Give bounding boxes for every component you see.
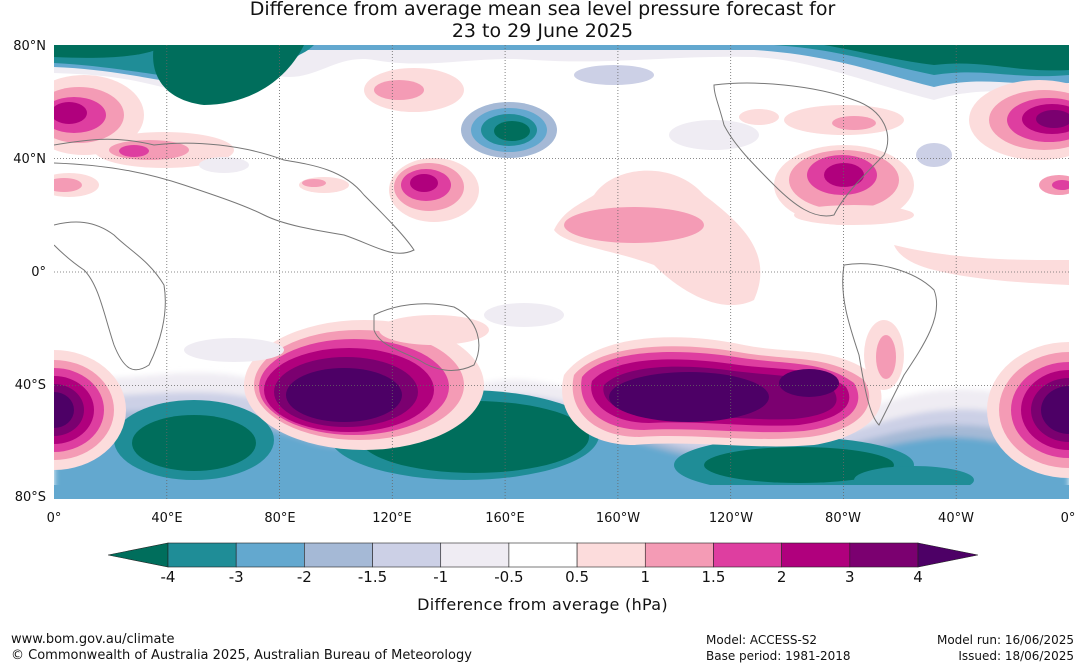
lon-label-0-east: 0° [1060,511,1076,526]
lat-label-40n: 40°N [13,152,46,167]
lon-label-40e: 40°E [151,511,183,526]
colorbar-segment [781,542,851,568]
colorbar-segment [167,542,237,568]
colorbar-tick-label: -1 [433,568,449,586]
colorbar-tick-label: -2 [296,568,312,586]
lon-label-80w: 80°W [825,511,861,526]
colorbar-segment [644,542,714,568]
colorbar [108,542,978,568]
northern-positive-areas [54,68,1069,306]
southern-positive-highs [54,303,1069,478]
chart-title-line-2: 23 to 29 June 2025 [451,20,634,42]
north-america-coastline [713,82,889,217]
colorbar-tick-label: -3 [228,568,244,586]
footer-base-period: Base period: 1981-2018 [706,649,851,663]
map-svg [54,45,1069,499]
lat-label-40s: 40°S [14,378,46,393]
colorbar-tick-label: -4 [160,568,176,586]
lon-label-160w: 160°W [595,511,641,526]
colorbar-segment [304,542,373,568]
lat-label-80s: 80°S [14,490,46,505]
antarctic-strip [54,485,1069,499]
lon-label-80e: 80°E [264,511,296,526]
colorbar-tick-label: 2 [776,568,787,586]
colorbar-segment [235,542,305,568]
africa-coastline [54,221,166,371]
lon-label-0-west: 0° [46,511,62,526]
colorbar-segment [713,542,782,568]
lat-label-80n: 80°N [13,39,46,54]
lon-label-160e: 160°E [485,511,525,526]
colorbar-segment [440,542,510,568]
colorbar-tick-label: -1.5 [357,568,388,586]
colorbar-tick-label: 3 [845,568,855,586]
colorbar-tick-label: 1.5 [701,568,726,586]
chart-title-line-1: Difference from average mean sea level p… [249,0,836,20]
coastlines [54,82,938,426]
lon-label-120w: 120°W [708,511,754,526]
colorbar-tick-label: 4 [913,568,923,586]
colorbar-title: Difference from average (hPa) [417,595,668,614]
eurasia-coastline [54,138,415,254]
footer-issued: Issued: 18/06/2025 [958,649,1074,663]
footer-website: www.bom.gov.au/climate [11,632,175,647]
colorbar-segment [372,542,442,568]
colorbar-tick-label: -0.5 [494,568,524,586]
graticule [54,45,1069,499]
colorbar-segment [576,542,646,568]
colorbar-tick-label: 1 [640,568,651,586]
footer-model-run: Model run: 16/06/2025 [936,633,1074,647]
lon-label-40w: 40°W [938,511,974,526]
australia-coastline [373,303,480,371]
footer-model: Model: ACCESS-S2 [706,633,818,647]
colorbar-segment [508,542,578,568]
colorbar-tick-label: 0.5 [565,568,589,586]
colorbar-segment [849,542,919,568]
colorbar-extend-high [917,542,978,568]
pressure-anomaly-map [54,45,1069,499]
northern-negative-areas [54,45,1069,167]
lat-label-0: 0° [31,265,46,280]
colorbar-extend-low [108,542,169,568]
footer-copyright: © Commonwealth of Australia 2025, Austra… [11,648,472,663]
south-america-coastline [842,263,938,426]
lon-label-120e: 120°E [372,511,412,526]
